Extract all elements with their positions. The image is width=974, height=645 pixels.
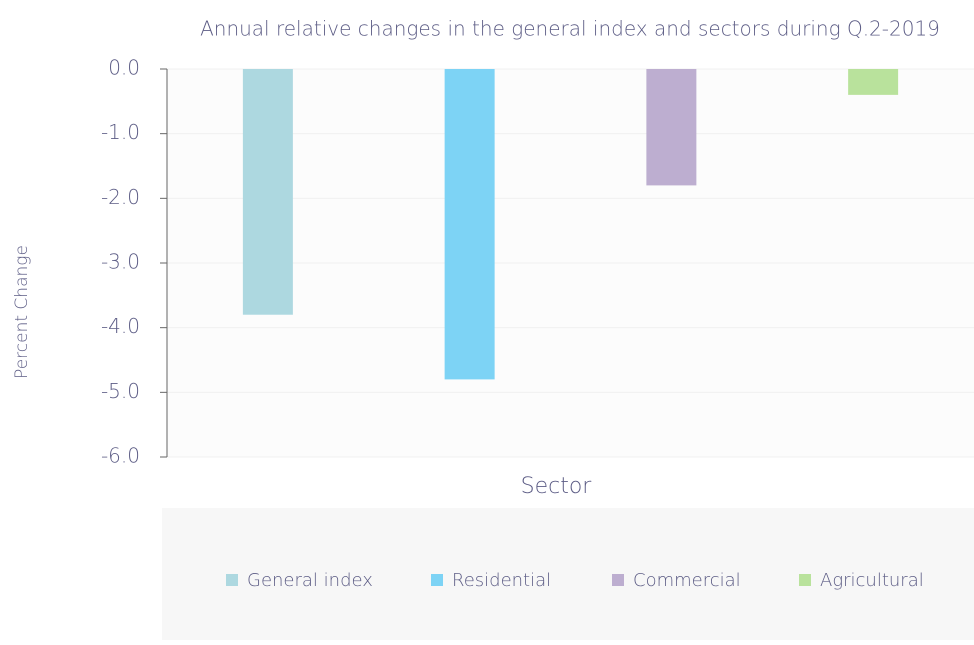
y-tick-label: -1.0: [101, 120, 140, 144]
legend-label: General index: [247, 570, 373, 591]
y-tick-label: 0.0: [108, 56, 140, 80]
bar: [444, 69, 495, 380]
legend-label: Residential: [452, 570, 551, 591]
legend-swatch: [431, 574, 443, 586]
legend-label: Agricultural: [820, 570, 924, 591]
legend-swatch: [612, 574, 624, 586]
bar: [646, 69, 697, 186]
legend-box: [162, 508, 974, 640]
x-axis-label: Sector: [521, 474, 593, 499]
y-tick-label: -2.0: [101, 185, 140, 209]
bar: [242, 69, 293, 315]
y-tick-label: -6.0: [101, 444, 140, 468]
legend-label: Commercial: [633, 570, 741, 591]
y-tick-label: -5.0: [101, 379, 140, 403]
y-tick-label: -4.0: [101, 314, 140, 338]
legend-swatch: [226, 574, 238, 586]
chart-title: Annual relative changes in the general i…: [200, 17, 940, 41]
y-tick-label: -3.0: [101, 250, 140, 274]
y-axis-label: Percent Change: [12, 245, 32, 379]
bar: [848, 69, 899, 95]
legend-swatch: [799, 574, 811, 586]
